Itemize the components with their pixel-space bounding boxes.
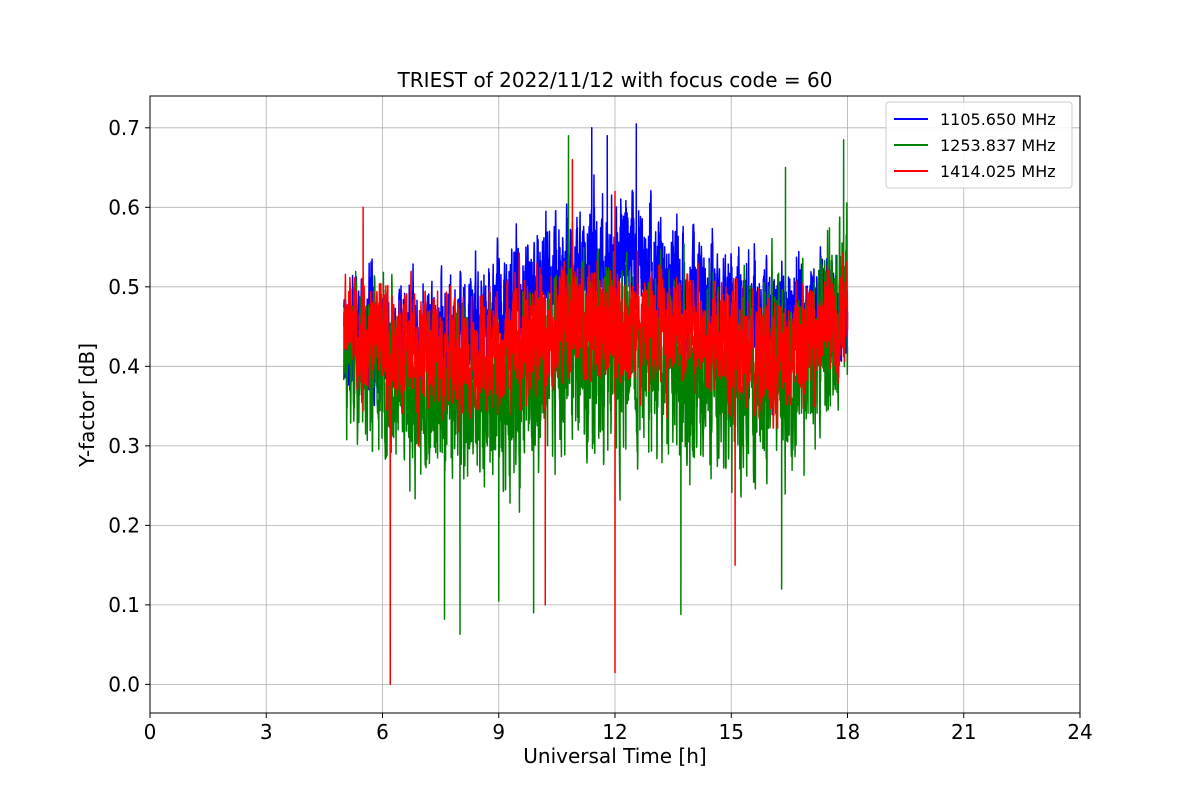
x-tick-label: 6 [376,720,389,744]
y-tick-label: 0.1 [108,593,140,617]
x-axis-label: Universal Time [h] [523,744,706,768]
y-tick-label: 0.3 [108,434,140,458]
x-tick-label: 12 [602,720,627,744]
legend-label-1: 1253.837 MHz [940,136,1056,155]
y-tick-label: 0.7 [108,116,140,140]
x-tick-label: 0 [144,720,157,744]
x-tick-label: 9 [492,720,505,744]
x-tick-label: 18 [835,720,860,744]
y-tick-label: 0.6 [108,195,140,219]
legend: 1105.650 MHz 1253.837 MHz 1414.025 MHz [885,101,1073,189]
ticks: 0 3 6 9 12 15 18 21 24 0.0 0.1 0.2 0.3 0.4 0.5 0.6 0.7 [108,116,1093,744]
y-tick-label: 0.5 [108,275,140,299]
chart-title: TRIEST of 2022/11/12 with focus code = 6… [397,68,833,92]
series-layer [343,123,849,686]
legend-box [885,101,1073,189]
x-tick-label: 3 [260,720,273,744]
legend-label-0: 1105.650 MHz [940,110,1056,129]
y-tick-label: 0.0 [108,672,140,696]
y-tick-label: 0.4 [108,354,140,378]
x-tick-label: 21 [951,720,976,744]
x-tick-label: 24 [1067,720,1092,744]
y-axis-label: Y-factor [dB] [75,343,99,468]
y-tick-label: 0.2 [108,513,140,537]
legend-label-2: 1414.025 MHz [940,162,1056,181]
series-line-2 [343,158,849,686]
x-tick-label: 15 [719,720,744,744]
